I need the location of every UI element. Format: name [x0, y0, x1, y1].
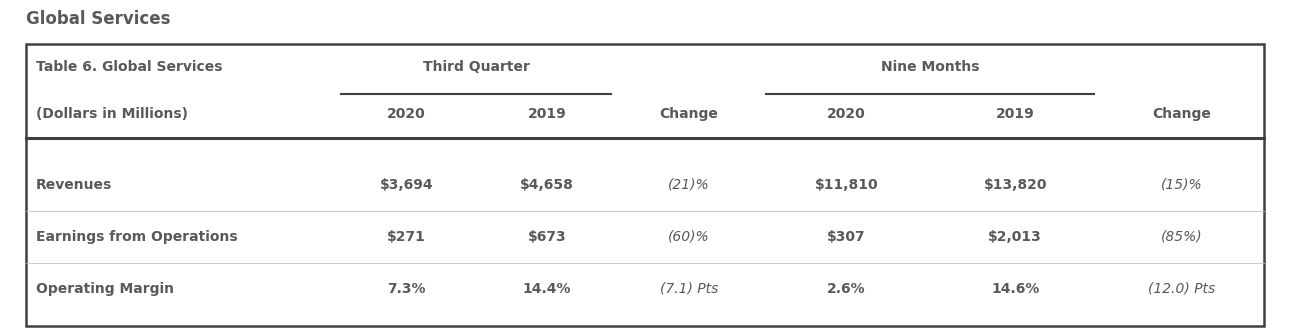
Text: 2.6%: 2.6% [827, 282, 866, 296]
Text: (Dollars in Millions): (Dollars in Millions) [36, 107, 188, 121]
Text: Operating Margin: Operating Margin [36, 282, 174, 296]
Text: Third Quarter: Third Quarter [423, 60, 530, 74]
Text: $271: $271 [387, 230, 426, 244]
Text: 2020: 2020 [827, 107, 866, 121]
Text: Earnings from Operations: Earnings from Operations [36, 230, 237, 244]
Text: $673: $673 [528, 230, 566, 244]
Text: (12.0) Pts: (12.0) Pts [1148, 282, 1215, 296]
Text: $2,013: $2,013 [988, 230, 1042, 244]
Text: $13,820: $13,820 [983, 178, 1047, 192]
Text: $4,658: $4,658 [520, 178, 574, 192]
Text: (7.1) Pts: (7.1) Pts [659, 282, 719, 296]
Text: Change: Change [1152, 107, 1211, 121]
Text: Change: Change [659, 107, 719, 121]
Text: (21)%: (21)% [668, 178, 710, 192]
Text: Nine Months: Nine Months [881, 60, 980, 74]
Bar [26, 44, 1264, 326]
Text: (85%): (85%) [1161, 230, 1202, 244]
Text: (15)%: (15)% [1161, 178, 1202, 192]
Text: 2019: 2019 [528, 107, 566, 121]
Text: Global Services: Global Services [26, 10, 170, 28]
Text: 14.4%: 14.4% [522, 282, 571, 296]
Text: 2019: 2019 [996, 107, 1035, 121]
Text: Revenues: Revenues [36, 178, 112, 192]
Text: Table 6. Global Services: Table 6. Global Services [36, 60, 223, 74]
Text: $3,694: $3,694 [379, 178, 433, 192]
Text: (60)%: (60)% [668, 230, 710, 244]
Text: 2020: 2020 [387, 107, 426, 121]
Text: 14.6%: 14.6% [991, 282, 1040, 296]
Text: $11,810: $11,810 [814, 178, 878, 192]
Text: 7.3%: 7.3% [387, 282, 426, 296]
Text: $307: $307 [827, 230, 866, 244]
